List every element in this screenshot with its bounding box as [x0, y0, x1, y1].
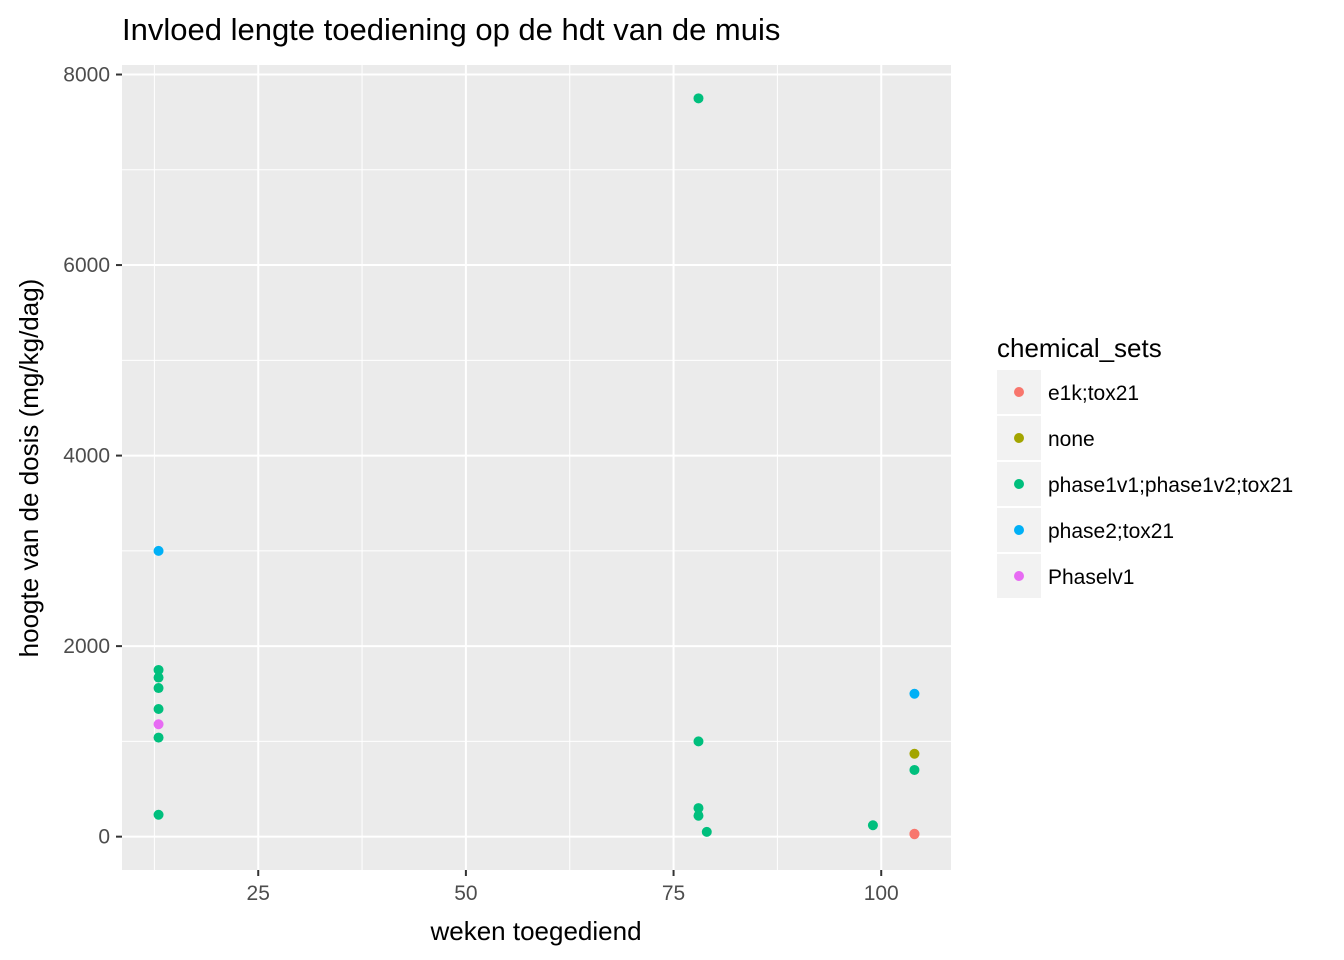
grid-major: [122, 65, 951, 870]
legend-title: chemical_sets: [997, 333, 1162, 363]
y-axis-title: hoogte van de dosis (mg/kg/dag): [14, 279, 44, 658]
y-tick-label: 0: [98, 826, 110, 849]
data-point: [867, 820, 878, 831]
data-point: [153, 683, 164, 694]
y-tick-label: 8000: [63, 64, 110, 87]
x-axis-ticks: 25 50 75 100: [247, 870, 899, 905]
x-tick-label: 25: [247, 882, 270, 905]
x-tick-label: 75: [662, 882, 685, 905]
legend-key-dot: [1014, 479, 1024, 489]
x-axis-title: weken toegediend: [429, 916, 641, 946]
legend-label: none: [1048, 428, 1095, 451]
data-point: [153, 809, 164, 820]
data-point: [153, 664, 164, 675]
legend: chemical_sets e1k;tox21 none phase1v1;phas…: [997, 333, 1293, 598]
x-tick-label: 100: [864, 882, 899, 905]
data-points: [153, 93, 920, 840]
data-point: [153, 732, 164, 743]
chart-title: Invloed lengte toediening op de hdt van …: [122, 12, 780, 47]
data-point: [909, 829, 920, 840]
y-tick-label: 2000: [63, 635, 110, 658]
x-tick-label: 50: [454, 882, 477, 905]
y-axis-ticks: 0 2000 4000 6000 8000: [63, 64, 122, 849]
legend-label: Phaselv1: [1048, 566, 1134, 589]
data-point: [693, 93, 704, 104]
data-point: [153, 545, 164, 556]
data-point: [153, 719, 164, 730]
plot-panel: [122, 65, 951, 870]
data-point: [701, 826, 712, 837]
legend-label: phase2;tox21: [1048, 520, 1174, 543]
data-point: [153, 672, 164, 683]
data-point: [153, 704, 164, 714]
legend-label: e1k;tox21: [1048, 382, 1139, 405]
y-tick-label: 4000: [63, 445, 110, 468]
legend-label: phase1v1;phase1v2;tox21: [1048, 474, 1293, 497]
legend-key-dot: [1014, 571, 1024, 581]
data-point: [909, 748, 920, 759]
legend-key-dot: [1014, 387, 1024, 397]
data-point: [909, 764, 920, 775]
data-point: [909, 688, 920, 699]
y-tick-label: 6000: [63, 254, 110, 277]
data-point: [693, 810, 704, 821]
data-point: [693, 736, 704, 747]
legend-key-dot: [1014, 525, 1024, 535]
grid-minor: [122, 65, 951, 870]
legend-key-dot: [1014, 433, 1024, 443]
data-point: [693, 803, 704, 814]
legend-items: e1k;tox21 none phase1v1;phase1v2;tox21 phas…: [997, 370, 1293, 598]
